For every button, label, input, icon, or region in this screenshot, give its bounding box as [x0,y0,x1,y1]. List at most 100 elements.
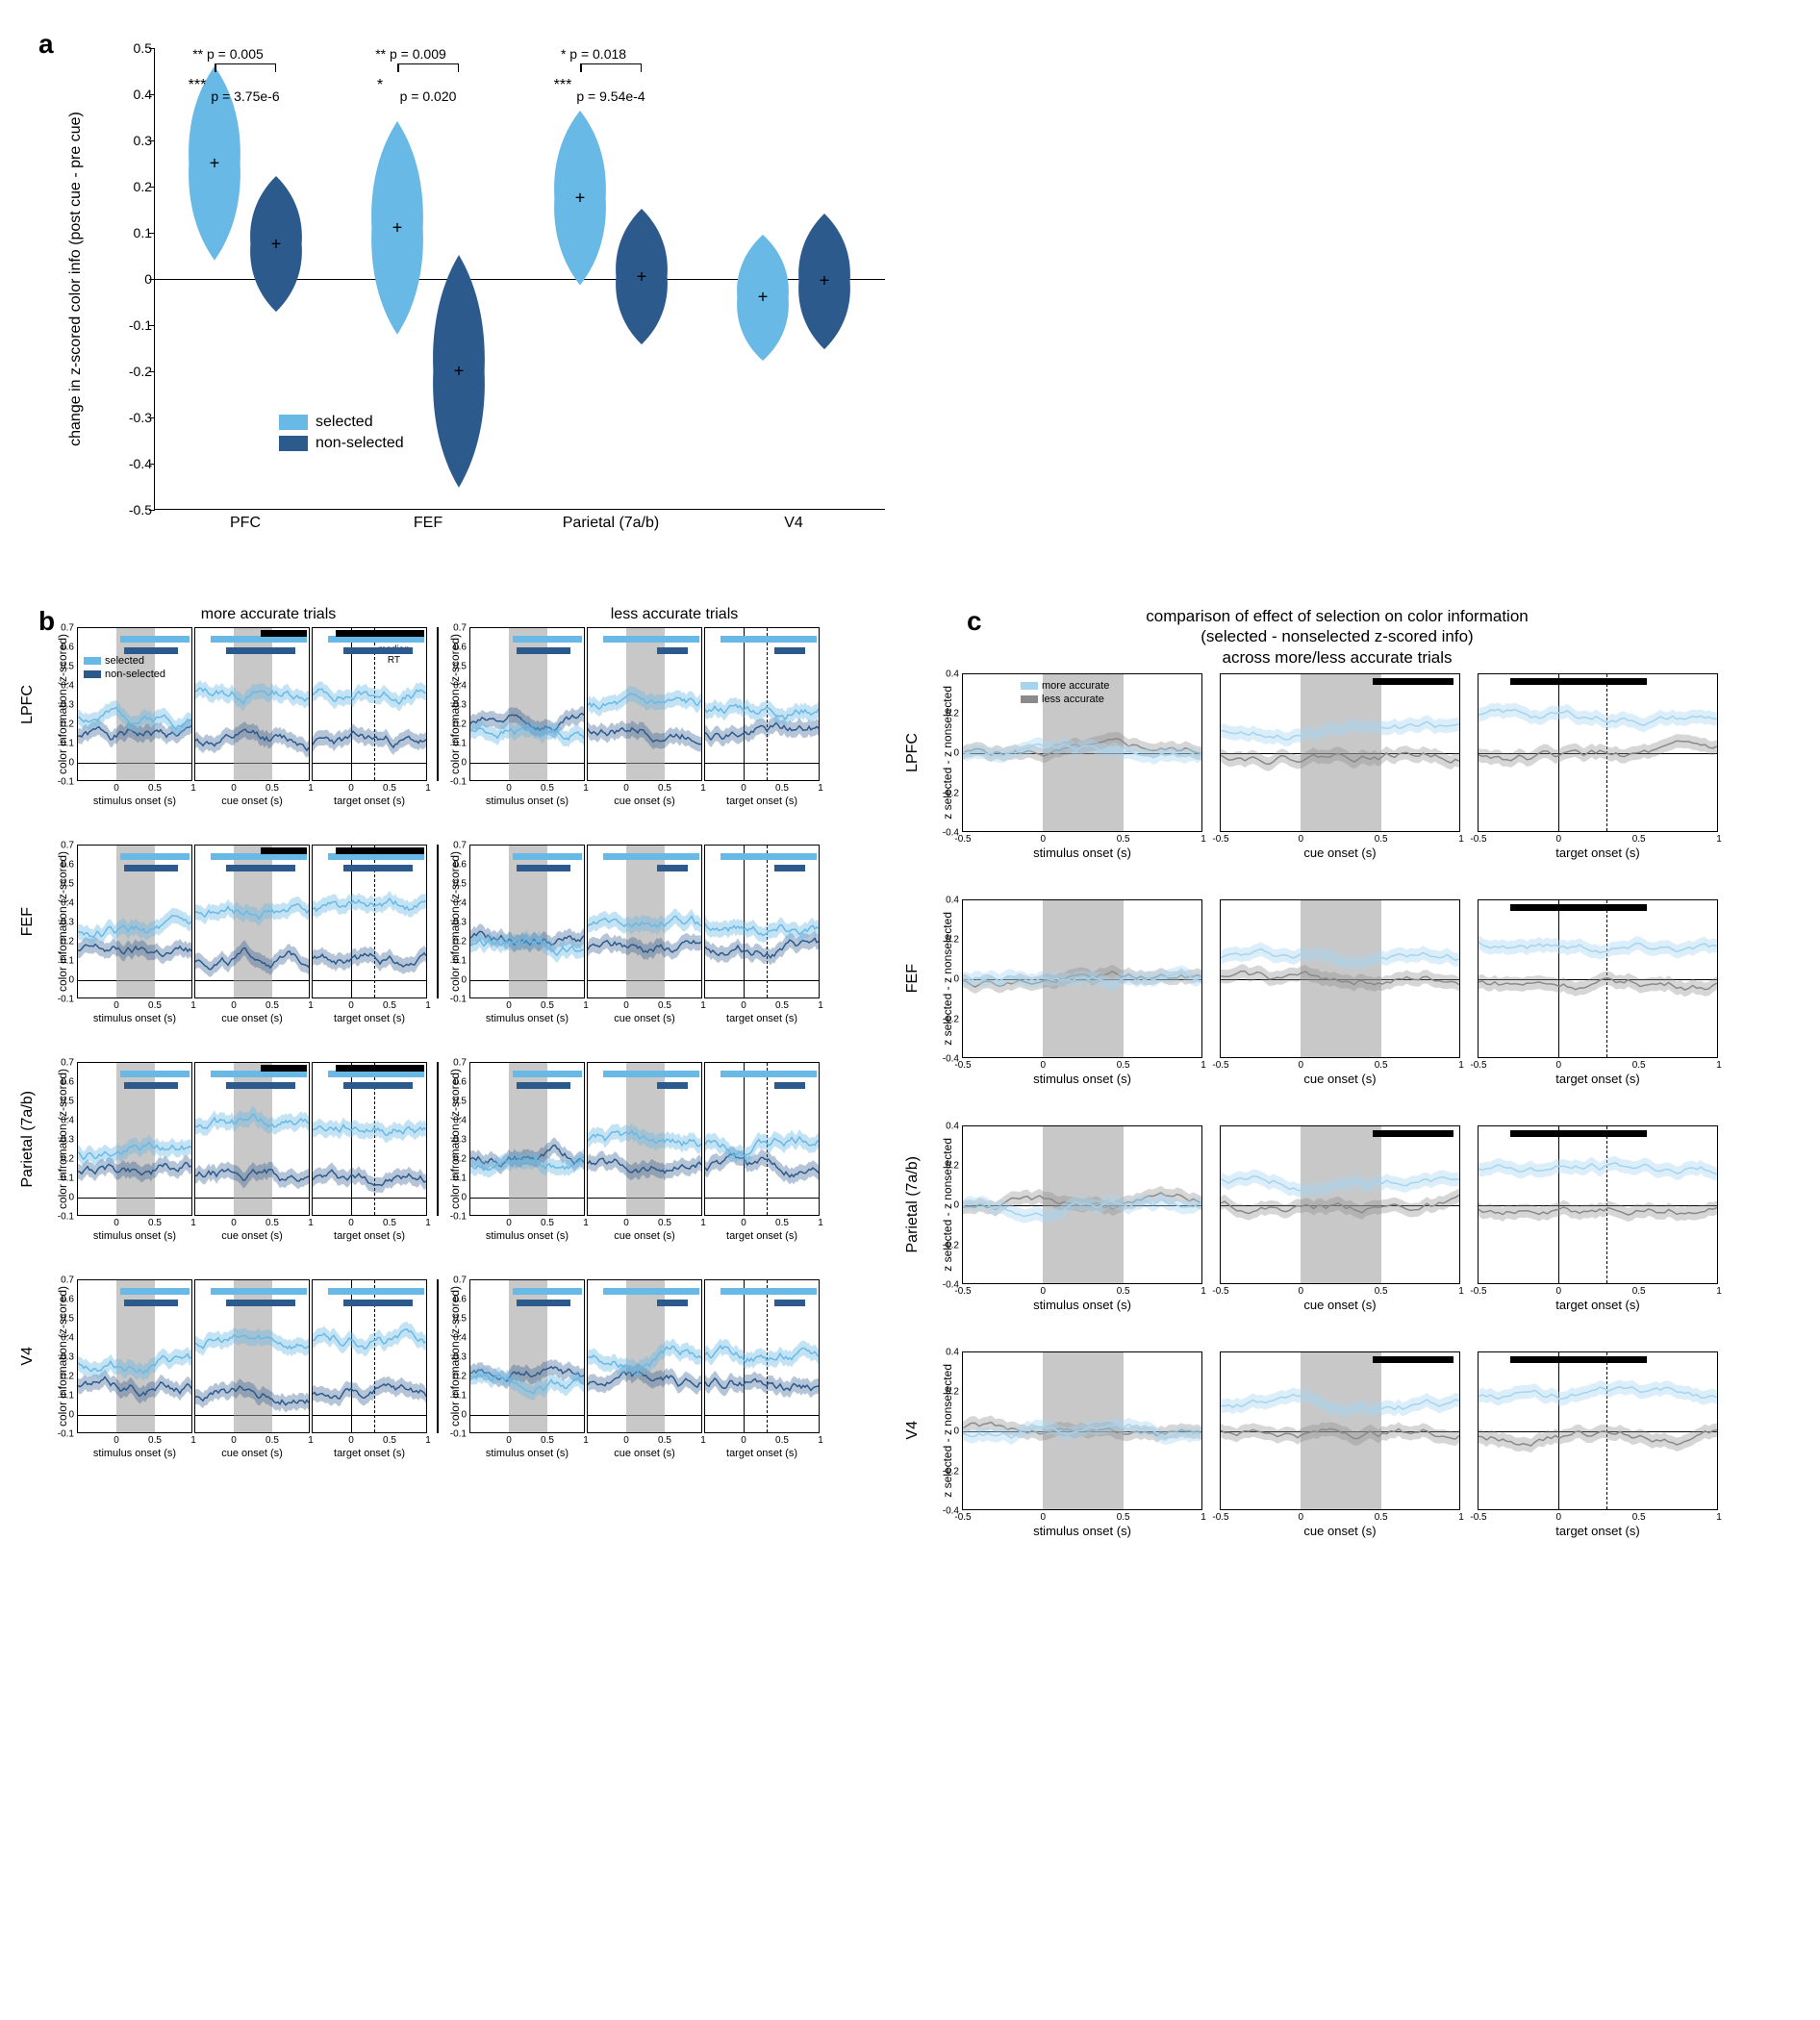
mini-plot: -0.100.10.20.30.40.50.60.700.51stimulus … [469,1279,585,1433]
mini-plot: 00.51cue onset (s) [194,1279,310,1433]
panel-b-legend: selected non-selected [84,655,165,680]
mini-plot: 00.51cue onset (s) [587,627,702,781]
sig-between: ** p = 0.009 [375,46,446,62]
panel-a-ytick: 0.2 [104,179,152,194]
panel-c-row-FEF: FEFz selected - z nonselected -0.4-0.200… [904,899,1770,1058]
mini-plot: -0.500.51target onset (s) [1478,899,1718,1058]
divider [437,845,439,998]
mini-plot: -0.500.51cue onset (s) [1220,899,1460,1058]
mini-plot: -0.100.10.20.30.40.50.60.700.51stimulus … [77,845,192,998]
panel-a-ytick: 0.5 [104,40,152,56]
violin-Parietal-selected: + [553,111,607,285]
panel-a-ytick: -0.3 [104,410,152,425]
panel-c-legend: more accurate less accurate [1021,680,1109,705]
mini-plot: 00.51cue onset (s) [194,1062,310,1216]
mini-plot: -0.100.10.20.30.40.50.60.700.51stimulus … [77,1279,192,1433]
mini-plot: -0.100.10.20.30.40.50.60.700.51stimulus … [469,845,585,998]
sig-bracket [215,63,276,72]
divider [437,627,439,781]
mini-plot: 00.51target onset (s) [704,627,820,781]
triptych: -0.100.10.20.30.40.50.60.700.51stimulus … [77,1062,427,1216]
panel-b-title-right: less accurate trials [483,606,866,623]
figure-root: a change in z-scored color info (post cu… [19,29,1801,1558]
panel-c-row-V4: V4z selected - z nonselected -0.4-0.200.… [904,1351,1770,1510]
legend-swatch-nonselected [279,436,308,451]
mini-plot: 00.51cue onset (s) [587,845,702,998]
panel-c-row-Parietal (7a/b): Parietal (7a/b)z selected - z nonselecte… [904,1125,1770,1284]
mini-plot: -0.100.10.20.30.40.50.60.700.51stimulus … [469,627,585,781]
mini-plot: -0.100.10.20.30.40.50.60.700.51stimulus … [77,1062,192,1216]
panel-b-row-LPFC: LPFCcolor information (z-scored) -0.100.… [19,627,866,781]
triptych: -0.100.10.20.30.40.50.60.700.51stimulus … [77,845,427,998]
legend-selected: selected [279,414,373,431]
violin-FEF-nonselected: + [432,255,486,488]
mini-plot: 00.51cue onset (s) [194,845,310,998]
panel-a-ytick: 0.3 [104,133,152,148]
mini-plot: -0.500.51cue onset (s) [1220,673,1460,832]
panel-a-ytick: 0.1 [104,225,152,240]
triptych: -0.100.10.20.30.40.50.60.700.51stimulus … [469,845,820,998]
panel-a-ytick: 0.4 [104,87,152,102]
mini-plot: -0.4-0.200.20.4-0.500.51stimulus onset (… [962,899,1202,1058]
triptych: -0.100.10.20.30.40.50.60.700.51stimulus … [77,1279,427,1433]
mini-plot: 00.51target onset (s) [312,1062,427,1216]
legend-nonselected: non-selected [279,435,404,452]
mini-plot: 00.51cue onset (s) [194,627,310,781]
violin-FEF-selected: + [370,121,424,335]
triptych: -0.100.10.20.30.40.50.60.700.51stimulus … [469,627,820,781]
panel-c-row-LPFC: LPFCz selected - z nonselected -0.4-0.20… [904,673,1770,832]
sig-within-stars: *** [189,77,207,94]
panel-a-xtick: FEF [414,515,442,532]
mini-plot: 00.51target onset (s) [704,1279,820,1433]
sig-bracket [580,63,642,72]
panel-a: change in z-scored color info (post cue … [77,29,943,568]
mini-plot: 00.51target onset (s) [312,845,427,998]
violin-V4-nonselected: + [797,214,851,349]
sig-within-stars: * [377,77,383,94]
legend-selected-label: selected [316,414,373,431]
panel-c-title: comparison of effect of selection on col… [904,606,1770,668]
panel-b: more accurate trials less accurate trial… [19,606,866,1477]
sig-within-p: p = 0.020 [400,88,457,104]
violin-V4-selected: + [736,235,790,361]
panel-a-xtick: V4 [784,515,803,532]
triptych: -0.100.10.20.30.40.50.60.700.51stimulus … [469,1062,820,1216]
triptych: -0.100.10.20.30.40.50.60.700.51stimulus … [77,627,427,781]
mini-plot: -0.500.51target onset (s) [1478,673,1718,832]
mini-plot: -0.500.51cue onset (s) [1220,1125,1460,1284]
mini-plot: -0.500.51target onset (s) [1478,1351,1718,1510]
divider [437,1062,439,1216]
panel-b-row-FEF: FEFcolor information (z-scored) -0.100.1… [19,845,866,998]
mini-plot: -0.100.10.20.30.40.50.60.700.51stimulus … [77,627,192,781]
panel-a-ytick: -0.4 [104,456,152,471]
panel-b-row-V4: V4color information (z-scored) -0.100.10… [19,1279,866,1433]
violin-Parietal-nonselected: + [615,209,669,344]
mini-plot: -0.100.10.20.30.40.50.60.700.51stimulus … [469,1062,585,1216]
panel-label-a: a [38,29,54,60]
mini-plot: -0.500.51cue onset (s) [1220,1351,1460,1510]
sig-between: ** p = 0.005 [192,46,264,62]
mini-plot: -0.4-0.200.20.4-0.500.51stimulus onset (… [962,1351,1202,1510]
mini-plot: 00.51target onset (s) [704,845,820,998]
panel-a-ytick: -0.5 [104,502,152,518]
mini-plot: -0.4-0.200.20.4-0.500.51stimulus onset (… [962,673,1202,832]
panel-b-title-left: more accurate trials [77,606,460,623]
mini-plot: 00.51target onset (s) [312,1279,427,1433]
mini-plot: medianRT 00.51target onset (s) [312,627,427,781]
panel-a-xtick: Parietal (7a/b) [563,515,660,532]
mini-plot: 00.51cue onset (s) [587,1279,702,1433]
mini-plot: 00.51cue onset (s) [587,1062,702,1216]
mini-plot: -0.500.51target onset (s) [1478,1125,1718,1284]
violin-PFC-nonselected: + [249,176,303,312]
mini-plot: 00.51target onset (s) [704,1062,820,1216]
mini-plot: -0.4-0.200.20.4-0.500.51stimulus onset (… [962,1125,1202,1284]
divider [437,1279,439,1433]
panel-a-ytick: -0.2 [104,364,152,379]
panel-b-row-Parietal (7a/b): Parietal (7a/b)color infromation (z-scor… [19,1062,866,1216]
panel-c: comparison of effect of selection on col… [904,606,1770,1558]
triptych: -0.100.10.20.30.40.50.60.700.51stimulus … [469,1279,820,1433]
panel-a-ylabel: change in z-scored color info (post cue … [67,112,85,446]
legend-nonselected-label: non-selected [316,435,404,452]
sig-bracket [397,63,459,72]
lower-panels: more accurate trials less accurate trial… [19,606,1801,1558]
